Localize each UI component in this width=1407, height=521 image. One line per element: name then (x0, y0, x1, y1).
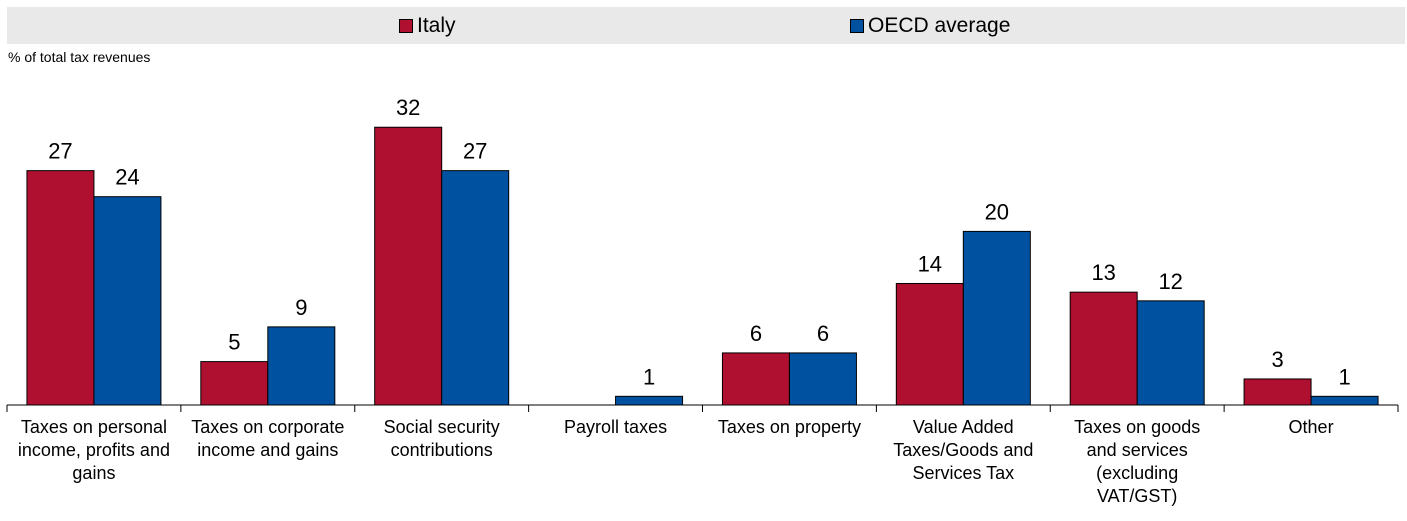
category-label-line: (excluding (1096, 463, 1178, 483)
bar-italy-0 (26, 170, 95, 406)
category-label-line: income, profits and (18, 440, 170, 460)
bar-oecd-3 (615, 395, 684, 406)
y-axis-unit-label: % of total tax revenues (8, 49, 151, 65)
category-label-line: Other (1289, 417, 1334, 437)
bar-oecd-5 (962, 230, 1031, 406)
category-label-3: Payroll taxes (564, 417, 667, 437)
value-label-italy-5: 14 (918, 251, 942, 276)
bar-oecd-0 (93, 196, 162, 406)
value-label-oecd-1: 9 (295, 295, 307, 320)
legend: Italy OECD average (7, 7, 1405, 44)
bar-oecd-4 (788, 352, 857, 406)
category-label-5: Value Added Taxes/Goods and Services Tax (893, 417, 1033, 483)
category-label-4: Taxes on property (718, 417, 861, 437)
category-label-line: income and gains (197, 440, 338, 460)
legend-item-italy: Italy (399, 7, 456, 44)
category-label-line: VAT/GST) (1097, 486, 1177, 506)
value-label-oecd-3: 1 (643, 364, 655, 389)
value-label-italy-7: 3 (1271, 347, 1283, 372)
bar-italy-6 (1069, 291, 1138, 406)
bar-oecd-7 (1310, 395, 1379, 406)
bar-italy-1 (200, 361, 269, 406)
bar-italy-7 (1243, 378, 1312, 406)
value-label-oecd-5: 20 (985, 199, 1009, 224)
legend-swatch-italy (399, 18, 413, 33)
category-label-line: and services (1087, 440, 1188, 460)
value-label-italy-4: 6 (750, 321, 762, 346)
bar-italy-5 (895, 282, 964, 406)
category-label-line: Social security (384, 417, 500, 437)
category-label-line: Payroll taxes (564, 417, 667, 437)
category-label-line: Taxes/Goods and (893, 440, 1033, 460)
category-label-line: Value Added (913, 417, 1014, 437)
category-label-2: Social security contributions (384, 417, 500, 460)
category-label-line: contributions (391, 440, 493, 460)
value-label-oecd-2: 27 (463, 139, 487, 164)
legend-item-oecd: OECD average (850, 7, 1010, 44)
category-label-7: Other (1289, 417, 1334, 437)
category-label-0: Taxes on personal income, profits and gain… (18, 417, 170, 483)
value-label-oecd-7: 1 (1338, 364, 1350, 389)
category-label-line: Taxes on property (718, 417, 861, 437)
bar-italy-2 (374, 126, 443, 406)
category-label-6: Taxes on goods and services (excluding VAT/… (1074, 417, 1200, 506)
bar-oecd-2 (441, 170, 510, 406)
value-label-italy-2: 32 (396, 95, 420, 120)
legend-label-oecd: OECD average (868, 13, 1011, 37)
value-label-italy-0: 27 (48, 139, 72, 164)
legend-swatch-oecd (850, 18, 864, 33)
category-label-line: gains (72, 463, 115, 483)
category-label-1: Taxes on corporate income and gains (191, 417, 344, 460)
category-label-line: Taxes on corporate (191, 417, 344, 437)
value-label-oecd-6: 12 (1158, 269, 1182, 294)
bar-italy-4 (721, 352, 790, 406)
category-label-line: Taxes on personal (21, 417, 167, 437)
legend-label-italy: Italy (417, 13, 456, 37)
value-label-oecd-0: 24 (115, 165, 139, 190)
value-label-oecd-4: 6 (817, 321, 829, 346)
category-label-line: Services Tax (912, 463, 1014, 483)
value-label-italy-1: 5 (228, 330, 240, 355)
category-label-line: Taxes on goods (1074, 417, 1200, 437)
bar-oecd-1 (267, 326, 336, 406)
value-label-italy-6: 13 (1091, 260, 1115, 285)
bar-oecd-6 (1136, 300, 1205, 406)
